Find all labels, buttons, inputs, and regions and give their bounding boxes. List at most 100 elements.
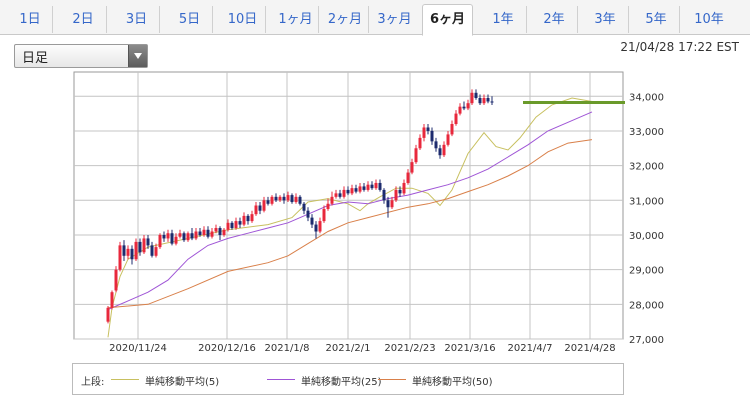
candle-body <box>174 236 178 244</box>
candle <box>130 245 134 265</box>
candle <box>374 179 378 190</box>
candle-body <box>434 141 438 149</box>
candle-body <box>414 148 418 163</box>
candle-body <box>342 189 346 197</box>
candle <box>118 241 122 272</box>
candle-body <box>126 248 130 256</box>
tab-6-months[interactable]: 6ヶ月 <box>422 4 473 36</box>
candle <box>446 130 450 147</box>
candle <box>350 184 354 196</box>
candle-body <box>206 229 210 237</box>
tab-3-years[interactable]: 3年 <box>582 6 629 33</box>
candle <box>286 191 290 203</box>
candle <box>270 195 274 206</box>
tab-1-month[interactable]: 1ヶ月 <box>273 6 319 33</box>
tab-2-days[interactable]: 2日 <box>60 6 107 33</box>
candle <box>470 89 474 105</box>
legend-swatch-ma5 <box>111 379 139 380</box>
candle-body <box>482 98 486 104</box>
candle-body <box>122 245 126 256</box>
candle <box>246 214 250 225</box>
chevron-down-icon[interactable] <box>128 45 147 67</box>
candle <box>266 196 270 206</box>
candle-body <box>142 238 146 253</box>
candle-body <box>418 137 422 149</box>
x-tick-label: 2021/1/8 <box>265 343 310 354</box>
y-tick-label: 30,000 <box>629 231 664 242</box>
candle-body <box>130 248 134 260</box>
candle <box>234 217 238 230</box>
candle-body <box>438 148 442 156</box>
candle-body <box>258 205 262 211</box>
candle-body <box>298 196 302 204</box>
candle <box>386 196 390 218</box>
candle-body <box>242 215 246 225</box>
candle-body <box>226 222 230 230</box>
candle <box>250 210 254 223</box>
y-tick-label: 34,000 <box>629 92 664 103</box>
candle <box>394 186 398 203</box>
y-tick-label: 31,000 <box>629 196 664 207</box>
candle-body <box>302 203 306 211</box>
candle <box>390 196 394 209</box>
candle <box>462 101 466 111</box>
candle <box>410 158 414 175</box>
x-tick-label: 2021/4/28 <box>564 343 615 354</box>
candle-body <box>442 144 446 156</box>
candle <box>302 202 306 215</box>
tab-2-years[interactable]: 2年 <box>531 6 578 33</box>
legend-label-ma50: 単純移動平均(50) <box>412 377 493 388</box>
candle-body <box>262 200 266 211</box>
candle-body <box>234 221 238 229</box>
candle-body <box>158 234 162 248</box>
tab-3-days[interactable]: 3日 <box>114 6 160 33</box>
candle-body <box>190 233 194 239</box>
candle-body <box>294 196 298 203</box>
candle <box>326 198 330 211</box>
candle-body <box>354 188 358 192</box>
candle-period-select[interactable]: 日足 <box>14 44 148 68</box>
tab-10-years[interactable]: 10年 <box>694 12 724 27</box>
tab-10-days[interactable]: 10日 <box>220 6 266 33</box>
candle-body <box>218 228 222 235</box>
candle <box>442 141 446 157</box>
candle-body <box>378 182 382 190</box>
candle <box>378 179 382 192</box>
candle <box>478 94 482 105</box>
candle <box>290 193 294 204</box>
candle-body <box>178 233 182 237</box>
candle <box>434 137 438 152</box>
candle <box>454 110 458 126</box>
candle <box>166 229 170 242</box>
candle <box>486 94 490 104</box>
candle <box>114 266 118 293</box>
candle <box>418 134 422 151</box>
candle <box>450 120 454 137</box>
candle <box>406 169 410 185</box>
legend-label-ma5: 単純移動平均(5) <box>145 377 220 388</box>
tab-2-months[interactable]: 2ヶ月 <box>322 6 369 33</box>
tab-1-day[interactable]: 1日 <box>8 6 53 33</box>
candle <box>318 217 322 234</box>
last-updated-timestamp: 21/04/28 17:22 EST <box>620 40 739 54</box>
candle <box>262 196 266 213</box>
candle <box>190 228 194 241</box>
candle <box>370 181 374 190</box>
candle-body <box>470 92 474 104</box>
candle-body <box>426 127 430 131</box>
candle-body <box>114 269 118 291</box>
candle <box>474 89 478 100</box>
candle-body <box>406 172 410 183</box>
candle-body <box>194 231 198 239</box>
candle <box>330 191 334 206</box>
tab-1-year[interactable]: 1年 <box>480 6 527 33</box>
legend-title: 上段: <box>81 377 105 388</box>
tab-3-months[interactable]: 3ヶ月 <box>377 12 412 27</box>
candle <box>282 193 286 204</box>
candle <box>338 189 342 199</box>
candle-body <box>146 238 150 246</box>
tab-5-days[interactable]: 5日 <box>167 6 213 33</box>
tab-5-years[interactable]: 5年 <box>633 6 680 33</box>
candle-body <box>366 184 370 190</box>
candle-body <box>186 233 190 241</box>
